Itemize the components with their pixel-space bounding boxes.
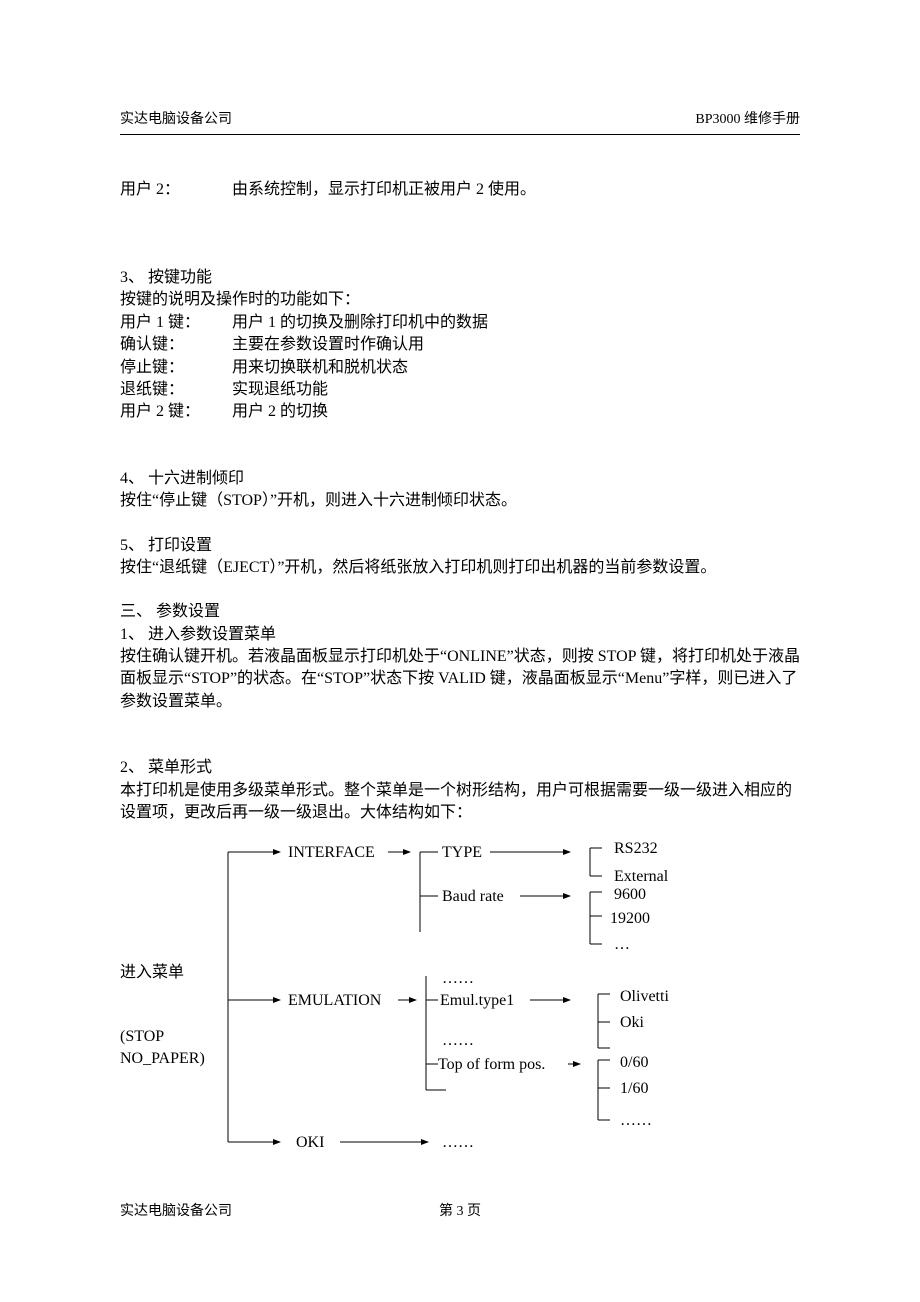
key-name: 用户 1 键： xyxy=(120,312,232,334)
diagram-dots: …… xyxy=(442,1030,474,1052)
section3-intro: 按键的说明及操作时的功能如下： xyxy=(120,289,800,311)
table-row: 用户 1 键： 用户 1 的切换及删除打印机中的数据 xyxy=(120,312,800,334)
key-desc: 用来切换联机和脱机状态 xyxy=(232,357,800,379)
key-name: 退纸键： xyxy=(120,379,232,401)
table-row: 停止键： 用来切换联机和脱机状态 xyxy=(120,357,800,379)
diagram-dots: …… xyxy=(620,1110,652,1132)
user2-row: 用户 2： 由系统控制，显示打印机正被用户 2 使用。 xyxy=(120,179,800,201)
key-name: 确认键： xyxy=(120,334,232,356)
diagram-dots: …… xyxy=(442,1132,474,1154)
header-right: BP3000 维修手册 xyxy=(695,110,800,130)
page: 实达电脑设备公司 BP3000 维修手册 用户 2： 由系统控制，显示打印机正被… xyxy=(0,0,920,1262)
page-header: 实达电脑设备公司 BP3000 维修手册 xyxy=(120,110,800,135)
diagram-interface: INTERFACE xyxy=(288,842,375,864)
user2-label: 用户 2： xyxy=(120,179,232,201)
footer-page-number: 第 3 页 xyxy=(300,1202,620,1222)
diagram-enter-menu: 进入菜单 xyxy=(120,962,184,984)
key-table: 用户 1 键： 用户 1 的切换及删除打印机中的数据 确认键： 主要在参数设置时… xyxy=(120,312,800,424)
diagram-emul1: Emul.type1 xyxy=(440,990,514,1012)
diagram-oki-small: Oki xyxy=(620,1012,644,1034)
diagram-baud: Baud rate xyxy=(442,886,504,908)
diagram-topform: Top of form pos. xyxy=(438,1054,545,1076)
diagram-olivetti: Olivetti xyxy=(620,986,669,1008)
menu-tree-diagram: 进入菜单 (STOP NO_PAPER) INTERFACE EMULATION… xyxy=(120,832,800,1162)
diagram-19200: 19200 xyxy=(610,908,650,930)
key-desc: 用户 1 的切换及删除打印机中的数据 xyxy=(232,312,800,334)
section-san2-body: 本打印机是使用多级菜单形式。整个菜单是一个树形结构，用户可根据需要一级一级进入相… xyxy=(120,780,800,825)
key-desc: 实现退纸功能 xyxy=(232,379,800,401)
section4-title: 4、 十六进制倾印 xyxy=(120,468,800,490)
section5-title: 5、 打印设置 xyxy=(120,535,800,557)
table-row: 用户 2 键： 用户 2 的切换 xyxy=(120,401,800,423)
diagram-stop-l1: (STOP xyxy=(120,1026,164,1048)
diagram-emulation: EMULATION xyxy=(288,990,381,1012)
section-san-title: 三、 参数设置 xyxy=(120,601,800,623)
table-row: 确认键： 主要在参数设置时作确认用 xyxy=(120,334,800,356)
key-desc: 用户 2 的切换 xyxy=(232,401,800,423)
diagram-type: TYPE xyxy=(442,842,482,864)
section-san1-title: 1、 进入参数设置菜单 xyxy=(120,624,800,646)
section4-body: 按住“停止键（STOP）”开机，则进入十六进制倾印状态。 xyxy=(120,490,800,512)
diagram-dots: … xyxy=(614,934,630,956)
diagram-dots: …… xyxy=(442,968,474,990)
key-desc: 主要在参数设置时作确认用 xyxy=(232,334,800,356)
diagram-stop-l2: NO_PAPER) xyxy=(120,1048,205,1070)
diagram-060: 0/60 xyxy=(620,1052,648,1074)
footer-left: 实达电脑设备公司 xyxy=(120,1202,300,1222)
user2-desc: 由系统控制，显示打印机正被用户 2 使用。 xyxy=(232,179,800,201)
section3-title: 3、 按键功能 xyxy=(120,267,800,289)
section-san1-body: 按住确认键开机。若液晶面板显示打印机处于“ONLINE”状态，则按 STOP 键… xyxy=(120,646,800,713)
diagram-rs232: RS232 xyxy=(614,838,658,860)
table-row: 退纸键： 实现退纸功能 xyxy=(120,379,800,401)
key-name: 停止键： xyxy=(120,357,232,379)
page-footer: 实达电脑设备公司 第 3 页 xyxy=(120,1202,800,1222)
diagram-160: 1/60 xyxy=(620,1078,648,1100)
header-left: 实达电脑设备公司 xyxy=(120,110,232,130)
key-name: 用户 2 键： xyxy=(120,401,232,423)
section5-body: 按住“退纸键（EJECT）”开机，然后将纸张放入打印机则打印出机器的当前参数设置… xyxy=(120,557,800,579)
diagram-oki: OKI xyxy=(296,1132,324,1154)
diagram-9600: 9600 xyxy=(614,884,646,906)
section-san2-title: 2、 菜单形式 xyxy=(120,757,800,779)
